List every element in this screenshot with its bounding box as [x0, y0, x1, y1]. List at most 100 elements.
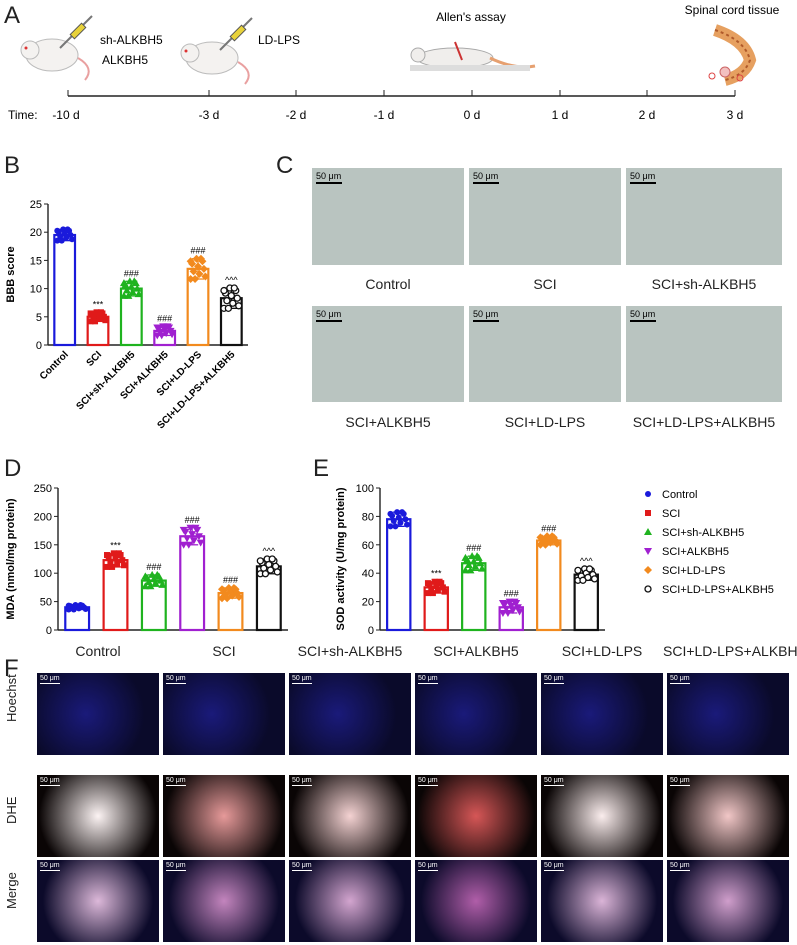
fluorescence-image: 50 μm: [289, 860, 411, 942]
y-tick-label: 200: [34, 511, 52, 523]
significance-label: ###: [157, 313, 172, 323]
y-tick-label: 10: [30, 284, 42, 296]
data-point: [120, 562, 127, 569]
data-point: [223, 297, 231, 305]
fluorescence-image: 50 μm: [37, 775, 159, 857]
panel-label-f: F: [4, 655, 19, 682]
data-point: [387, 510, 394, 517]
scale-bar-label: 50 μm: [473, 171, 499, 181]
data-point: [644, 585, 652, 593]
scale-bar-label: 50 μm: [630, 309, 656, 319]
data-point: [548, 532, 557, 541]
data-point: [439, 584, 446, 591]
data-point: [189, 267, 198, 276]
fluorescence-image: 50 μm: [163, 860, 285, 942]
fluorescence-column-label: SCI+LD-LPS+ALKBH5: [663, 643, 797, 659]
fluorescence-row-label: Merge: [4, 872, 19, 909]
fluorescence-image: 50 μm: [541, 775, 663, 857]
panel-label-a: A: [4, 2, 21, 29]
scale-bar-label: 50 μm: [544, 675, 564, 682]
assay-label: Allen's assay: [436, 10, 506, 24]
data-point: [645, 491, 651, 497]
data-point: [235, 302, 243, 310]
legend-entry: SCI+LD-LPS: [662, 565, 725, 577]
data-point: [227, 292, 235, 300]
y-tick-label: 0: [36, 340, 42, 352]
panel-label-e: E: [313, 455, 330, 482]
data-point: [644, 548, 652, 555]
chart-mda: 0 50 100 150 200 250 MDA (nmol/mg protein) *** #…: [5, 483, 288, 637]
tick-label: -10 d: [52, 108, 79, 122]
fluorescence-row-label: Hoechst: [4, 674, 19, 722]
fluorescence-image: 50 μm: [163, 775, 285, 857]
scale-bar-label: 50 μm: [670, 862, 690, 869]
data-point: [644, 528, 652, 535]
data-point: [503, 609, 512, 617]
data-point: [433, 582, 440, 589]
legend-entry: SCI+LD-LPS+ALKBH5: [662, 584, 774, 596]
data-point: [192, 254, 201, 263]
data-point: [397, 519, 404, 526]
significance-label: ###: [124, 268, 139, 278]
histology-image: 50 μm: [312, 306, 464, 402]
data-point: [90, 314, 97, 321]
y-tick-label: 60: [362, 540, 374, 552]
fluorescence-image: 50 μm: [163, 673, 285, 755]
fluorescence-image: 50 μm: [667, 673, 789, 755]
histology-image: 50 μm: [312, 168, 464, 265]
tick-label: 3 d: [727, 108, 744, 122]
data-point: [229, 583, 238, 592]
data-point: [464, 561, 473, 569]
data-point: [179, 526, 188, 534]
histology-grid: 50 μm 50 μm 50 μm Control SCI SCI+sh-ALK…: [312, 168, 782, 436]
data-point: [107, 558, 114, 565]
fluorescence-image: 50 μm: [37, 673, 159, 755]
allen-assay-illustration: [410, 41, 536, 71]
histology-label: SCI: [533, 276, 557, 292]
significance-label: ###: [466, 543, 481, 553]
histology-image: 50 μm: [626, 306, 782, 402]
significance-label: ###: [504, 589, 519, 599]
x-tick-label: SCI: [85, 349, 105, 369]
fluorescence-column-label: SCI+sh-ALKBH5: [297, 643, 403, 659]
y-tick-label: 150: [34, 540, 52, 552]
fluorescence-image: 50 μm: [667, 775, 789, 857]
data-point: [256, 557, 264, 565]
significance-label: ^^^: [580, 556, 593, 566]
data-point: [87, 310, 94, 317]
data-point: [97, 309, 104, 316]
histology-label: Control: [365, 276, 411, 292]
scale-bar-label: 50 μm: [316, 171, 342, 181]
data-point: [644, 566, 652, 574]
scale-bar-label: 50 μm: [544, 777, 564, 784]
injection-label: sh-ALKBH5: [100, 33, 163, 47]
data-point: [54, 227, 61, 234]
fluorescence-row-label: DHE: [4, 796, 19, 824]
x-tick-label: Control: [38, 349, 71, 382]
data-point: [394, 509, 401, 516]
data-point: [229, 299, 237, 307]
data-point: [261, 570, 270, 578]
bar: [179, 535, 206, 632]
timeline-panel: Time: -10 d -3 d -2 d -1 d 0 d 1 d 2 d 3…: [8, 3, 780, 122]
data-point: [141, 572, 150, 580]
chart-sod: 0 20 40 60 80 100 SOD activity (U/mg protein) *…: [335, 483, 605, 637]
data-point: [218, 585, 227, 594]
syringe-icon: [59, 15, 93, 49]
data-point: [77, 602, 84, 609]
data-point: [404, 521, 411, 528]
injection-label: ALKBH5: [102, 53, 148, 67]
scale-bar: [670, 683, 690, 684]
significance-label: ###: [185, 515, 200, 525]
mouse-icon: [20, 38, 90, 81]
chart-bbb-score: 0 5 10 15 20 25 BBB score Control *** SCI ### SCI+s…: [5, 199, 248, 431]
histology-image: 50 μm: [469, 306, 621, 402]
fluorescence-grid: Control SCI SCI+sh-ALKBH5 SCI+ALKBH5 SCI+LD-…: [0, 640, 797, 945]
data-point: [223, 594, 232, 603]
data-point: [574, 566, 582, 575]
fluorescence-image: 50 μm: [415, 860, 537, 942]
data-point: [112, 555, 119, 562]
y-tick-label: 40: [362, 568, 374, 580]
data-point: [87, 318, 94, 325]
data-point: [95, 312, 101, 319]
